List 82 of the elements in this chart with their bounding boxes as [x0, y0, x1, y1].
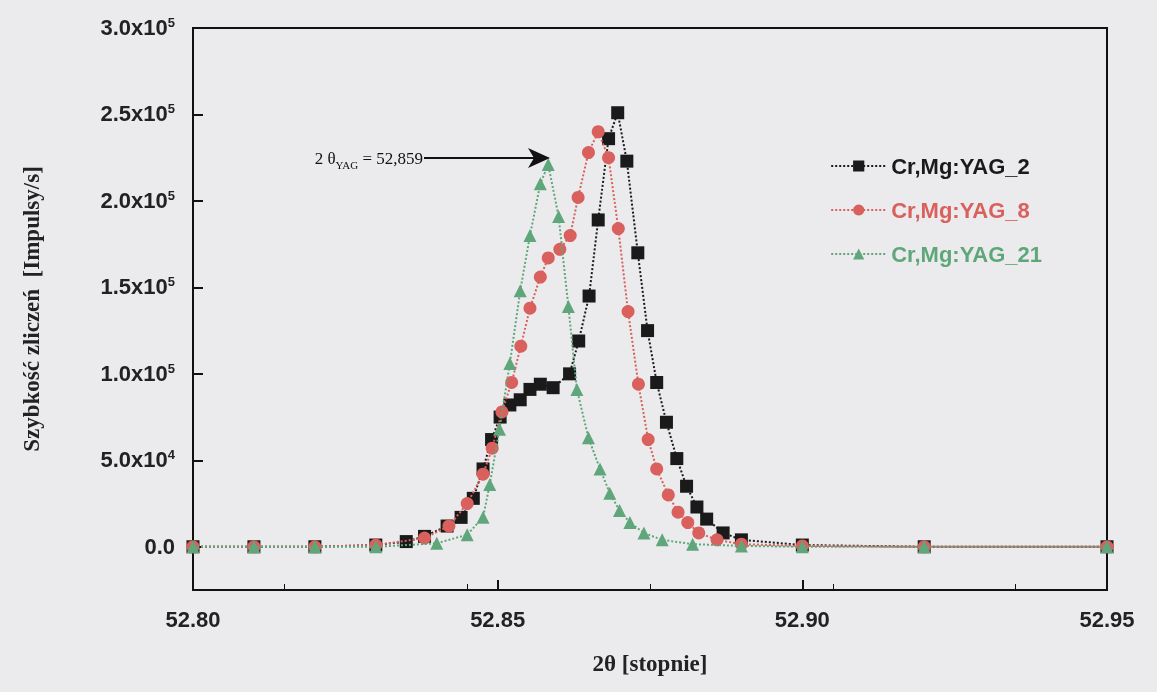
y-tick-label: 2.5x10$^{5}$	[100, 101, 175, 128]
point	[523, 229, 537, 243]
point	[561, 299, 575, 313]
point	[681, 516, 695, 530]
y-tick-label: 1.5x10$^{5}$	[100, 274, 175, 301]
point	[572, 334, 586, 348]
point	[533, 270, 547, 284]
legend-label: Cr,Mg:YAG_21	[891, 241, 1043, 267]
point	[541, 158, 555, 172]
annotation: 2 θ$_{YAG}$ = 52,859	[314, 149, 423, 171]
x-tick-label: 52.90	[774, 606, 830, 632]
point	[661, 488, 675, 502]
point	[563, 367, 577, 381]
point	[553, 242, 567, 256]
point	[523, 382, 537, 396]
point	[591, 125, 605, 139]
point	[611, 106, 625, 120]
point	[581, 146, 595, 159]
point	[641, 324, 655, 338]
y-tick-label: 5.0x10$^{4}$	[100, 447, 175, 474]
point	[454, 510, 468, 524]
y-tick-label: 1.0x10$^{5}$	[100, 360, 175, 388]
y-tick-label: 0.0	[144, 533, 175, 560]
point	[546, 381, 560, 395]
point	[690, 500, 704, 514]
point	[582, 289, 596, 303]
point	[533, 177, 547, 191]
point	[613, 503, 627, 517]
point	[641, 433, 655, 447]
point	[650, 375, 664, 389]
point	[623, 516, 637, 530]
point	[611, 222, 625, 236]
point	[523, 301, 537, 315]
point	[541, 251, 555, 265]
point	[602, 132, 616, 146]
point	[620, 154, 634, 168]
point	[671, 505, 685, 519]
point	[552, 209, 566, 223]
point	[570, 382, 584, 396]
point	[513, 393, 527, 407]
point	[505, 376, 519, 389]
point	[655, 533, 669, 547]
point	[514, 339, 528, 353]
point	[700, 512, 714, 526]
legend-label: Cr,Mg:YAG_8	[891, 197, 1030, 223]
point	[637, 526, 651, 540]
point	[476, 510, 490, 524]
y-tick-label: 2.0x10$^{5}$	[100, 187, 175, 215]
x-tick-label: 52.95	[1079, 606, 1135, 632]
point	[460, 497, 474, 511]
point	[571, 190, 585, 204]
point	[631, 246, 645, 260]
point	[581, 431, 595, 445]
point	[460, 528, 474, 542]
point	[485, 441, 499, 455]
point	[503, 356, 517, 370]
x-tick-label: 52.85	[470, 606, 526, 632]
point	[492, 422, 506, 436]
point	[513, 284, 527, 298]
point	[593, 462, 607, 476]
point	[476, 467, 490, 481]
point	[602, 151, 616, 165]
point	[659, 415, 673, 429]
y-tick-label: 3.0x10$^{5}$	[100, 14, 175, 42]
point	[591, 213, 605, 227]
point	[563, 229, 577, 242]
point	[621, 305, 635, 319]
point	[533, 377, 547, 391]
point	[710, 533, 724, 547]
point	[483, 478, 497, 492]
x-tick-label: 52.80	[165, 606, 221, 632]
point	[430, 536, 444, 550]
legend-label: Cr,Mg:YAG_2	[891, 153, 1030, 179]
point	[686, 537, 700, 551]
x-axis-title: 2θ [stopnie]	[592, 651, 708, 676]
point	[670, 452, 684, 466]
point	[603, 486, 617, 500]
y-axis-title: Szybkość zliczeń [Impulsy/s]	[19, 166, 44, 452]
point	[692, 526, 706, 540]
point	[650, 462, 664, 476]
point	[631, 377, 645, 391]
point	[680, 479, 694, 493]
